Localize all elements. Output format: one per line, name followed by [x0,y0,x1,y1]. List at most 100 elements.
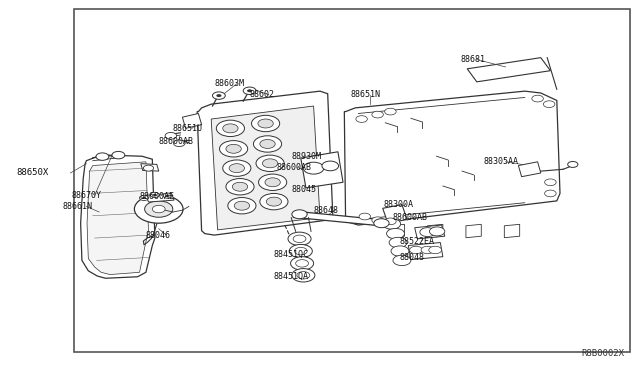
Circle shape [265,178,280,187]
Circle shape [165,132,177,139]
Text: R8B0002X: R8B0002X [581,349,624,358]
Circle shape [234,201,250,210]
Text: 88600AB: 88600AB [159,137,194,146]
Circle shape [294,247,307,255]
Circle shape [153,194,157,196]
Text: 88300A: 88300A [384,200,414,209]
Circle shape [389,237,407,248]
Circle shape [243,87,256,94]
Circle shape [372,111,383,118]
Polygon shape [146,193,174,202]
Polygon shape [81,155,155,278]
Circle shape [356,116,367,122]
Circle shape [253,136,282,152]
Circle shape [216,94,221,97]
Circle shape [256,155,284,171]
Circle shape [385,218,396,225]
Circle shape [568,161,578,167]
Text: 88305AA: 88305AA [483,157,518,166]
Circle shape [545,190,556,197]
Text: 88522EA: 88522EA [399,237,435,246]
Circle shape [288,232,311,246]
Circle shape [260,193,288,210]
Polygon shape [87,162,148,275]
Circle shape [429,227,445,236]
Text: 88600AE: 88600AE [140,192,175,201]
Circle shape [252,115,280,132]
Circle shape [260,140,275,148]
Text: 88048: 88048 [399,253,424,262]
Polygon shape [293,211,387,226]
Polygon shape [504,224,520,238]
Circle shape [297,272,310,279]
Text: 88650X: 88650X [16,169,48,177]
Circle shape [228,198,256,214]
Text: 88651N: 88651N [351,90,381,99]
Circle shape [372,217,383,224]
Circle shape [216,120,244,137]
Circle shape [291,257,314,270]
Circle shape [134,195,183,223]
Circle shape [143,165,154,171]
Polygon shape [141,164,159,171]
Circle shape [262,159,278,168]
Polygon shape [182,113,202,128]
Polygon shape [467,58,550,82]
Circle shape [173,140,185,147]
Circle shape [140,195,148,201]
Circle shape [150,192,159,198]
Circle shape [266,197,282,206]
Circle shape [232,182,248,191]
Text: 88670Y: 88670Y [72,191,102,200]
Polygon shape [389,224,404,238]
Circle shape [420,228,435,237]
Circle shape [410,246,422,254]
Circle shape [112,151,125,159]
Circle shape [545,179,556,186]
Circle shape [223,124,238,133]
Text: 88602: 88602 [250,90,275,99]
Polygon shape [301,152,343,188]
Text: 88046: 88046 [146,231,171,240]
Circle shape [152,205,165,213]
Circle shape [383,219,401,229]
Circle shape [145,201,173,217]
Circle shape [259,174,287,190]
Circle shape [296,260,308,267]
Circle shape [543,101,555,108]
Circle shape [292,210,307,219]
Circle shape [359,213,371,220]
Circle shape [387,228,404,239]
Circle shape [429,246,442,254]
Circle shape [292,269,315,282]
Text: 88661N: 88661N [62,202,92,211]
Circle shape [374,219,389,228]
Text: 88600AB: 88600AB [276,163,312,172]
Circle shape [322,161,339,171]
Text: 88451QC: 88451QC [273,250,308,259]
Polygon shape [415,225,445,239]
Text: 88648: 88648 [314,206,339,215]
Circle shape [532,95,543,102]
Circle shape [212,92,225,99]
Polygon shape [428,224,443,238]
Circle shape [226,144,241,153]
Text: 88603M: 88603M [214,79,244,88]
Circle shape [393,255,411,266]
Text: 88651U: 88651U [173,124,203,133]
Circle shape [96,153,109,160]
Circle shape [220,141,248,157]
Circle shape [303,162,324,174]
Circle shape [293,235,306,243]
Text: 88451QA: 88451QA [273,272,308,280]
Text: 88681: 88681 [461,55,486,64]
Polygon shape [466,224,481,238]
Circle shape [229,164,244,173]
Text: 88045: 88045 [291,185,316,194]
Circle shape [163,193,172,198]
Circle shape [223,160,251,176]
Circle shape [226,179,254,195]
Circle shape [247,89,252,92]
Polygon shape [197,91,333,235]
Polygon shape [344,91,560,225]
